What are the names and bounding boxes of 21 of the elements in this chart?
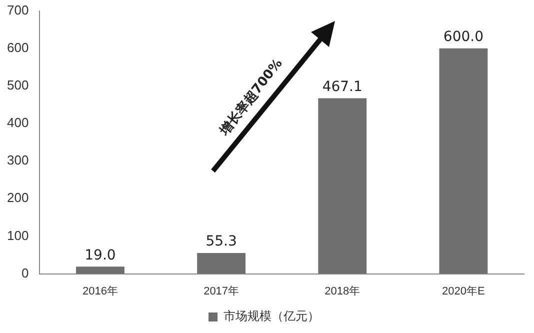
y-tick-label: 200	[6, 190, 29, 206]
text: 19.0	[84, 247, 116, 264]
y-tick-label: 100	[6, 228, 29, 243]
y-tick-label: 0	[21, 265, 29, 280]
legend-label: 市场规模（亿元）	[224, 309, 320, 324]
x-tick-label: 2016年	[82, 285, 118, 298]
text: 600.0	[443, 29, 484, 46]
y-tick-label: 700	[6, 2, 29, 18]
bar	[439, 48, 488, 274]
y-tick-label: 500	[6, 78, 29, 93]
x-tick-label: 2017年	[204, 285, 240, 298]
x-tick-label: 2020年E	[442, 285, 485, 298]
y-tick-label: 600	[6, 40, 29, 55]
y-tick-label: 400	[6, 115, 29, 130]
y-tick-label: 300	[6, 152, 29, 168]
text: 55.3	[206, 234, 237, 250]
bar	[76, 266, 124, 274]
text: 467.1	[322, 78, 362, 95]
x-tick-label: 2018年	[324, 285, 360, 298]
bar	[197, 253, 246, 274]
bar	[318, 98, 367, 274]
